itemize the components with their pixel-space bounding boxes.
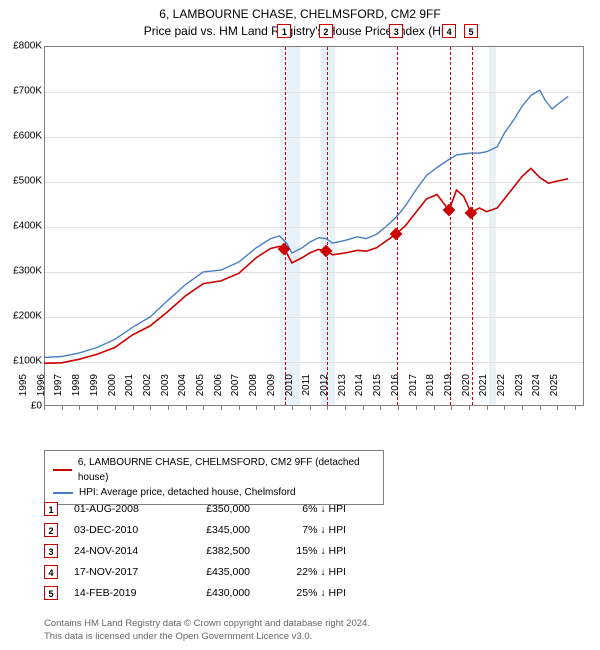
transaction-price: £435,000	[180, 566, 250, 578]
transaction-marker-1: 1	[277, 24, 291, 38]
y-axis-label: £300K	[13, 266, 42, 277]
transaction-delta: 22% ↓ HPI	[266, 566, 346, 578]
transaction-num-box: 2	[44, 523, 58, 537]
x-axis-label: 2001	[124, 374, 135, 408]
y-axis-label: £400K	[13, 221, 42, 232]
x-axis-label: 2002	[142, 374, 153, 408]
transactions-table: 1 01-AUG-2008 £350,000 6% ↓ HPI 2 03-DEC-2010…	[44, 498, 346, 603]
footer-attribution: Contains HM Land Registry data © Crown c…	[44, 618, 370, 644]
x-axis-label: 2021	[478, 374, 489, 408]
y-axis-label: £500K	[13, 176, 42, 187]
transaction-delta: 7% ↓ HPI	[266, 524, 346, 536]
x-axis-label: 2004	[177, 374, 188, 408]
y-axis-label: £700K	[13, 86, 42, 97]
transaction-num-box: 4	[44, 565, 58, 579]
chart-area: £0£100K£200K£300K£400K£500K£600K£700K£80…	[44, 46, 584, 406]
x-axis-label: 2023	[514, 374, 525, 408]
transaction-delta: 25% ↓ HPI	[266, 587, 346, 599]
x-axis-label: 2011	[301, 374, 312, 408]
legend-item: 6, LAMBOURNE CHASE, CHELMSFORD, CM2 9FF …	[53, 455, 375, 485]
legend-swatch	[53, 492, 73, 494]
transaction-marker-2: 2	[319, 24, 333, 38]
transaction-date: 01-AUG-2008	[74, 503, 164, 515]
y-axis-label: £600K	[13, 131, 42, 142]
transaction-marker-4: 4	[442, 24, 456, 38]
footer-line2: This data is licensed under the Open Gov…	[44, 631, 370, 644]
x-axis-label: 1997	[53, 374, 64, 408]
title-address: 6, LAMBOURNE CHASE, CHELMSFORD, CM2 9FF	[0, 6, 600, 23]
transaction-num-box: 1	[44, 502, 58, 516]
transaction-num-box: 5	[44, 586, 58, 600]
x-axis-label: 2008	[248, 374, 259, 408]
y-axis-label: £800K	[13, 41, 42, 52]
x-axis-label: 2019	[443, 374, 454, 408]
transaction-date: 24-NOV-2014	[74, 545, 164, 557]
x-axis-label: 2006	[213, 374, 224, 408]
x-axis-label: 2024	[531, 374, 542, 408]
transaction-delta: 6% ↓ HPI	[266, 503, 346, 515]
x-axis-label: 2025	[549, 374, 560, 408]
x-axis-label: 2018	[425, 374, 436, 408]
transaction-num-box: 3	[44, 544, 58, 558]
x-axis-label: 2000	[107, 374, 118, 408]
transaction-delta: 15% ↓ HPI	[266, 545, 346, 557]
transaction-row: 2 03-DEC-2010 £345,000 7% ↓ HPI	[44, 519, 346, 540]
x-axis-label: 2003	[160, 374, 171, 408]
x-axis-label: 1999	[89, 374, 100, 408]
legend: 6, LAMBOURNE CHASE, CHELMSFORD, CM2 9FF …	[44, 450, 384, 505]
x-axis-label: 2005	[195, 374, 206, 408]
chart-lines	[44, 46, 584, 406]
transaction-date: 17-NOV-2017	[74, 566, 164, 578]
transaction-price: £345,000	[180, 524, 250, 536]
title-subtitle: Price paid vs. HM Land Registry's House …	[0, 23, 600, 40]
transaction-date: 03-DEC-2010	[74, 524, 164, 536]
x-axis-label: 2012	[319, 374, 330, 408]
x-axis-label: 2013	[337, 374, 348, 408]
x-tick	[575, 406, 576, 410]
transaction-price: £382,500	[180, 545, 250, 557]
x-axis-label: 2020	[461, 374, 472, 408]
chart-container: 6, LAMBOURNE CHASE, CHELMSFORD, CM2 9FF …	[0, 0, 600, 650]
transaction-price: £350,000	[180, 503, 250, 515]
x-axis-label: 2022	[496, 374, 507, 408]
x-axis-label: 2014	[354, 374, 365, 408]
x-axis-label: 1998	[71, 374, 82, 408]
transaction-marker-3: 3	[389, 24, 403, 38]
transaction-row: 5 14-FEB-2019 £430,000 25% ↓ HPI	[44, 582, 346, 603]
transaction-price: £430,000	[180, 587, 250, 599]
transaction-row: 3 24-NOV-2014 £382,500 15% ↓ HPI	[44, 540, 346, 561]
transaction-date: 14-FEB-2019	[74, 587, 164, 599]
y-axis-label: £100K	[13, 356, 42, 367]
transaction-marker-5: 5	[464, 24, 478, 38]
x-axis-label: 2010	[284, 374, 295, 408]
x-axis-label: 2007	[230, 374, 241, 408]
x-axis-label: 1995	[18, 374, 29, 408]
x-axis-label: 2016	[390, 374, 401, 408]
title-block: 6, LAMBOURNE CHASE, CHELMSFORD, CM2 9FF …	[0, 0, 600, 40]
transaction-row: 1 01-AUG-2008 £350,000 6% ↓ HPI	[44, 498, 346, 519]
footer-line1: Contains HM Land Registry data © Crown c…	[44, 618, 370, 631]
x-axis-label: 2009	[266, 374, 277, 408]
x-axis-label: 2015	[372, 374, 383, 408]
x-axis-label: 1996	[36, 374, 47, 408]
x-axis-label: 2017	[408, 374, 419, 408]
legend-swatch	[53, 469, 72, 471]
series-hpi	[44, 90, 568, 357]
legend-label: 6, LAMBOURNE CHASE, CHELMSFORD, CM2 9FF …	[78, 455, 375, 485]
y-axis-label: £200K	[13, 311, 42, 322]
transaction-row: 4 17-NOV-2017 £435,000 22% ↓ HPI	[44, 561, 346, 582]
